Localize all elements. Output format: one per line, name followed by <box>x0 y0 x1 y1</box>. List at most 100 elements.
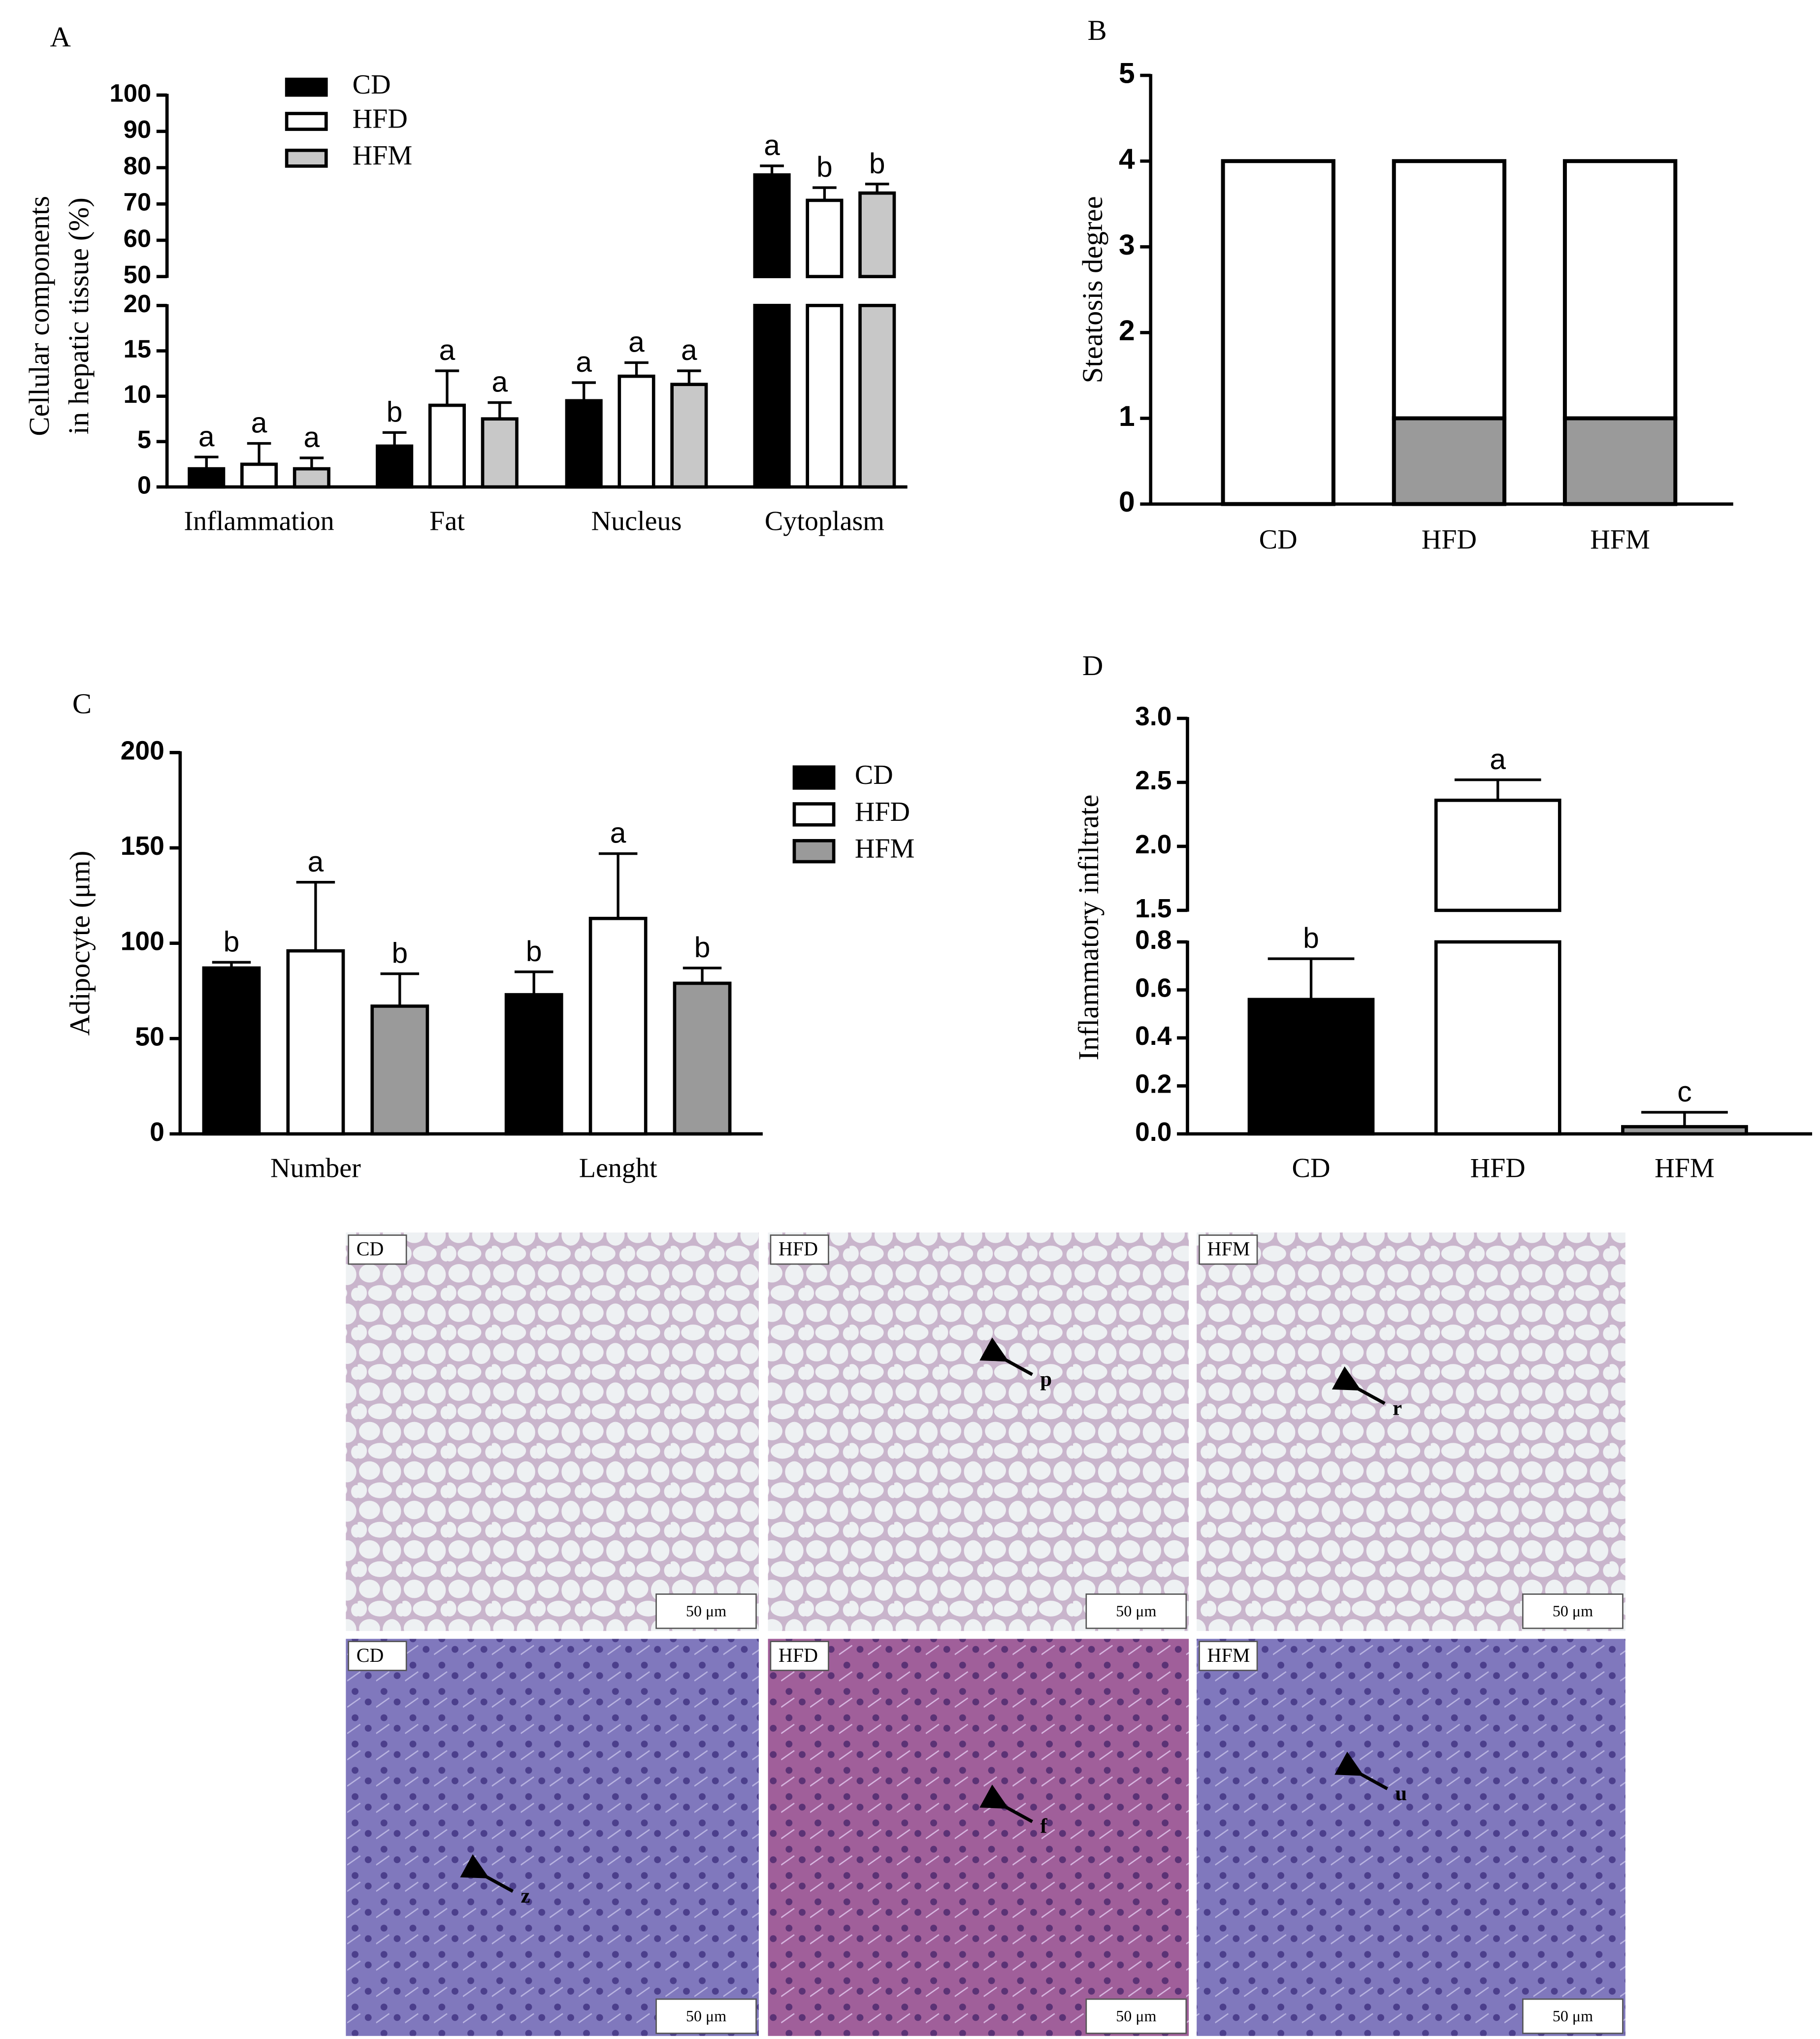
x-tick-label: HFM <box>1655 1153 1715 1183</box>
significance-letter: a <box>304 421 320 453</box>
bar-segment <box>1221 159 1335 506</box>
bar <box>588 916 648 1136</box>
panel-tag-box <box>348 1641 407 1671</box>
error-bar <box>247 442 271 464</box>
micrograph <box>1197 1639 1625 2036</box>
bar-segment <box>1392 159 1507 421</box>
bar-segment <box>1392 416 1507 506</box>
significance-letter: a <box>251 407 267 439</box>
bar <box>504 993 563 1136</box>
bar <box>806 198 844 278</box>
arrow-label: u <box>1395 1782 1407 1805</box>
legend-label: HFD <box>855 797 910 827</box>
bar <box>286 949 345 1136</box>
scale-bar-label: 50 μm <box>1116 2007 1156 2025</box>
error-bar <box>1641 1111 1728 1127</box>
micrograph <box>1197 1232 1625 1631</box>
bar <box>428 403 466 489</box>
significance-letter: b <box>869 148 885 180</box>
y-tick-label: 1 <box>1119 400 1135 432</box>
arrow-label: z <box>521 1884 530 1908</box>
significance-letter: a <box>681 334 697 366</box>
bar <box>753 173 791 278</box>
significance-letter: b <box>387 396 403 428</box>
x-tick-label: HFM <box>1590 524 1650 555</box>
bar <box>806 304 844 489</box>
y-tick-label: 2 <box>1119 315 1135 347</box>
error-bar <box>194 455 219 469</box>
significance-letter: a <box>628 326 645 358</box>
arrow-label: f <box>1040 1815 1047 1838</box>
x-tick-label: HFD <box>1422 524 1477 555</box>
y-tick-label: 0.0 <box>1135 1118 1171 1147</box>
y-tick-label: 5 <box>1119 58 1135 90</box>
scale-bar-box <box>1522 1998 1624 2034</box>
y-tick-label: 0.8 <box>1135 926 1171 955</box>
panel-label: A <box>50 21 70 53</box>
bar <box>1621 1125 1748 1136</box>
y-tick-label: 200 <box>121 736 164 765</box>
arrow <box>1332 1366 1386 1405</box>
y-tick-label: 50 <box>124 260 151 289</box>
y-tick-label: 1.5 <box>1135 894 1171 923</box>
bar-segment <box>1562 416 1678 506</box>
y-tick-label: 3.0 <box>1135 702 1171 731</box>
panel-tag-box <box>348 1234 407 1265</box>
scale-bar-label: 50 μm <box>1553 2007 1593 2025</box>
error-bar <box>1268 957 1355 1000</box>
significance-letter: a <box>308 846 324 878</box>
error-bar <box>572 381 596 401</box>
error-bar <box>682 967 722 983</box>
error-bar <box>435 369 459 406</box>
error-bar <box>514 971 553 995</box>
y-axis-label: Adipocyte (μm) <box>64 851 96 1036</box>
y-tick-label: 2.5 <box>1135 766 1171 795</box>
panel-tag: HFD <box>779 1644 818 1666</box>
panel-tag: CD <box>357 1238 384 1260</box>
scale-bar-box <box>1085 1593 1187 1629</box>
y-tick-label: 90 <box>124 115 151 143</box>
bar <box>481 417 519 489</box>
legend-label: HFM <box>353 140 413 171</box>
arrow-label: r <box>1393 1396 1402 1420</box>
significance-letter: b <box>1303 922 1319 954</box>
legend-label: CD <box>855 760 893 790</box>
error-bar <box>812 186 837 200</box>
scale-bar-box <box>655 1998 757 2034</box>
y-axis-label: Steatosis degree <box>1076 196 1108 383</box>
panel-tag-box <box>770 1641 829 1671</box>
bar <box>202 966 261 1136</box>
error-bar <box>624 361 649 377</box>
x-tick-label: Number <box>270 1153 361 1183</box>
arrow <box>979 1337 1033 1376</box>
panel-tag-box <box>770 1234 829 1265</box>
micrograph <box>768 1639 1189 2036</box>
error-bar <box>865 183 889 194</box>
error-bar <box>677 369 701 385</box>
micrograph <box>346 1232 759 1631</box>
x-tick-label: CD <box>1292 1153 1331 1183</box>
panel-tag: HFM <box>1207 1644 1250 1666</box>
bar <box>240 462 278 489</box>
legend-swatch <box>285 148 328 168</box>
x-tick-label: Lenght <box>579 1153 657 1183</box>
scale-bar-box <box>1522 1593 1624 1629</box>
y-tick-label: 0 <box>150 1118 164 1147</box>
bar-segment <box>1562 159 1678 421</box>
significance-letter: a <box>764 129 780 162</box>
y-tick-label: 0.2 <box>1135 1069 1171 1099</box>
error-bar <box>598 852 638 919</box>
error-bar <box>488 401 512 419</box>
legend-swatch <box>285 112 328 131</box>
significance-letter: b <box>526 936 542 968</box>
arrow <box>979 1784 1033 1823</box>
panel-label: C <box>72 687 92 719</box>
error-bar <box>760 164 784 175</box>
y-tick-label: 100 <box>109 79 151 107</box>
y-tick-label: 0.4 <box>1135 1022 1172 1051</box>
bar <box>673 981 732 1136</box>
y-tick-label: 0 <box>1119 486 1135 518</box>
significance-letter: b <box>694 932 711 964</box>
panel-label: D <box>1082 649 1103 681</box>
